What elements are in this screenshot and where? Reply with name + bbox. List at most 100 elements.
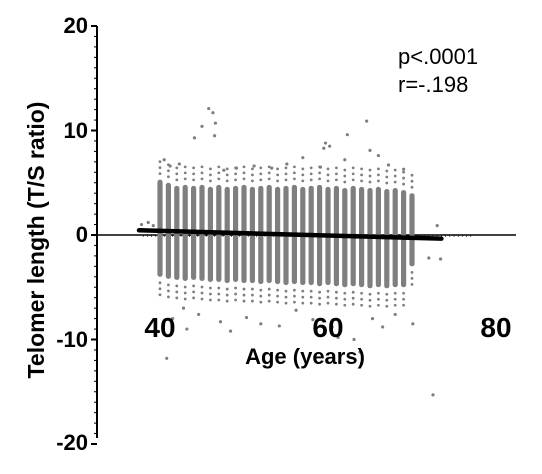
data-point — [197, 312, 201, 317]
data-point — [213, 121, 218, 125]
data-point — [251, 299, 254, 303]
data-point — [177, 162, 181, 166]
data-point — [192, 136, 197, 140]
data-point — [175, 284, 179, 288]
data-point — [158, 160, 162, 164]
x-tick-label: 40 — [144, 312, 175, 343]
data-point — [234, 286, 238, 290]
data-point — [267, 177, 271, 181]
data-point — [435, 223, 439, 228]
data-point — [431, 393, 435, 397]
data-point — [301, 179, 305, 183]
data-point — [326, 301, 330, 305]
x-tick-label: 80 — [480, 312, 511, 343]
data-point — [410, 179, 414, 183]
data-point — [311, 318, 315, 322]
data-point — [335, 178, 338, 182]
data-point — [209, 292, 212, 296]
data-point — [402, 297, 405, 301]
data-point — [284, 178, 288, 182]
y-major-ticks — [91, 25, 97, 445]
data-point — [309, 166, 313, 170]
data-point — [217, 165, 221, 169]
data-point — [360, 303, 363, 307]
y-tick-label: -10 — [56, 327, 88, 352]
data-point — [377, 297, 380, 301]
data-point — [251, 167, 254, 171]
data-point — [267, 299, 271, 303]
data-point — [267, 165, 271, 169]
data-point — [377, 179, 380, 183]
y-axis-title: Telomer length (T/S ratio) — [23, 102, 49, 379]
data-point — [200, 165, 204, 169]
data-point — [218, 320, 223, 324]
data-point — [270, 166, 274, 170]
data-point — [200, 124, 204, 128]
data-point — [228, 329, 233, 333]
data-point — [351, 290, 355, 294]
data-point — [377, 291, 380, 295]
data-point — [192, 290, 196, 294]
data-point — [163, 332, 167, 336]
data-point — [234, 172, 238, 176]
data-point — [360, 167, 363, 171]
data-point — [402, 167, 406, 171]
data-point — [385, 181, 389, 185]
data-point — [393, 291, 397, 295]
data-point — [351, 178, 355, 182]
data-point — [217, 298, 221, 302]
data-point — [183, 165, 187, 169]
data-point — [326, 289, 330, 293]
data-point — [225, 173, 229, 177]
y-tick-label: 0 — [76, 222, 88, 247]
data-point — [259, 322, 263, 326]
data-point — [284, 295, 288, 299]
data-point — [368, 180, 372, 184]
point-column — [409, 193, 415, 267]
p-value-annotation: p<.0001 — [398, 44, 478, 69]
data-point — [427, 256, 431, 260]
data-point — [192, 178, 196, 182]
data-point — [211, 111, 215, 115]
data-point — [209, 298, 212, 302]
data-point — [209, 179, 212, 183]
data-point — [209, 286, 212, 290]
data-point — [293, 165, 296, 169]
data-point — [234, 298, 238, 302]
data-point — [183, 171, 187, 175]
data-point — [293, 300, 296, 304]
data-point — [276, 179, 279, 183]
data-point — [200, 171, 204, 175]
data-point — [326, 295, 330, 299]
data-point — [267, 171, 271, 175]
data-point — [326, 179, 330, 183]
data-point — [309, 172, 313, 176]
data-point — [381, 325, 385, 329]
data-point — [276, 173, 279, 177]
data-point — [200, 297, 204, 301]
data-point — [336, 335, 340, 340]
data-point — [242, 165, 246, 169]
data-point — [323, 141, 328, 145]
data-point — [318, 177, 321, 181]
data-point — [335, 296, 338, 300]
r-value-annotation: r=-.198 — [398, 72, 468, 97]
data-point — [167, 169, 170, 173]
data-point — [158, 293, 162, 297]
data-point — [217, 286, 221, 290]
data-point — [277, 324, 281, 328]
data-point — [301, 156, 305, 160]
data-point — [175, 296, 179, 300]
data-point — [402, 182, 405, 186]
data-point — [343, 158, 347, 162]
data-point — [335, 166, 338, 170]
data-point — [385, 175, 389, 179]
data-point — [217, 292, 221, 296]
data-point — [225, 287, 229, 291]
data-point — [192, 284, 196, 288]
data-point — [242, 177, 246, 181]
data-point — [225, 167, 229, 171]
data-point — [318, 290, 321, 294]
data-point — [343, 180, 347, 184]
